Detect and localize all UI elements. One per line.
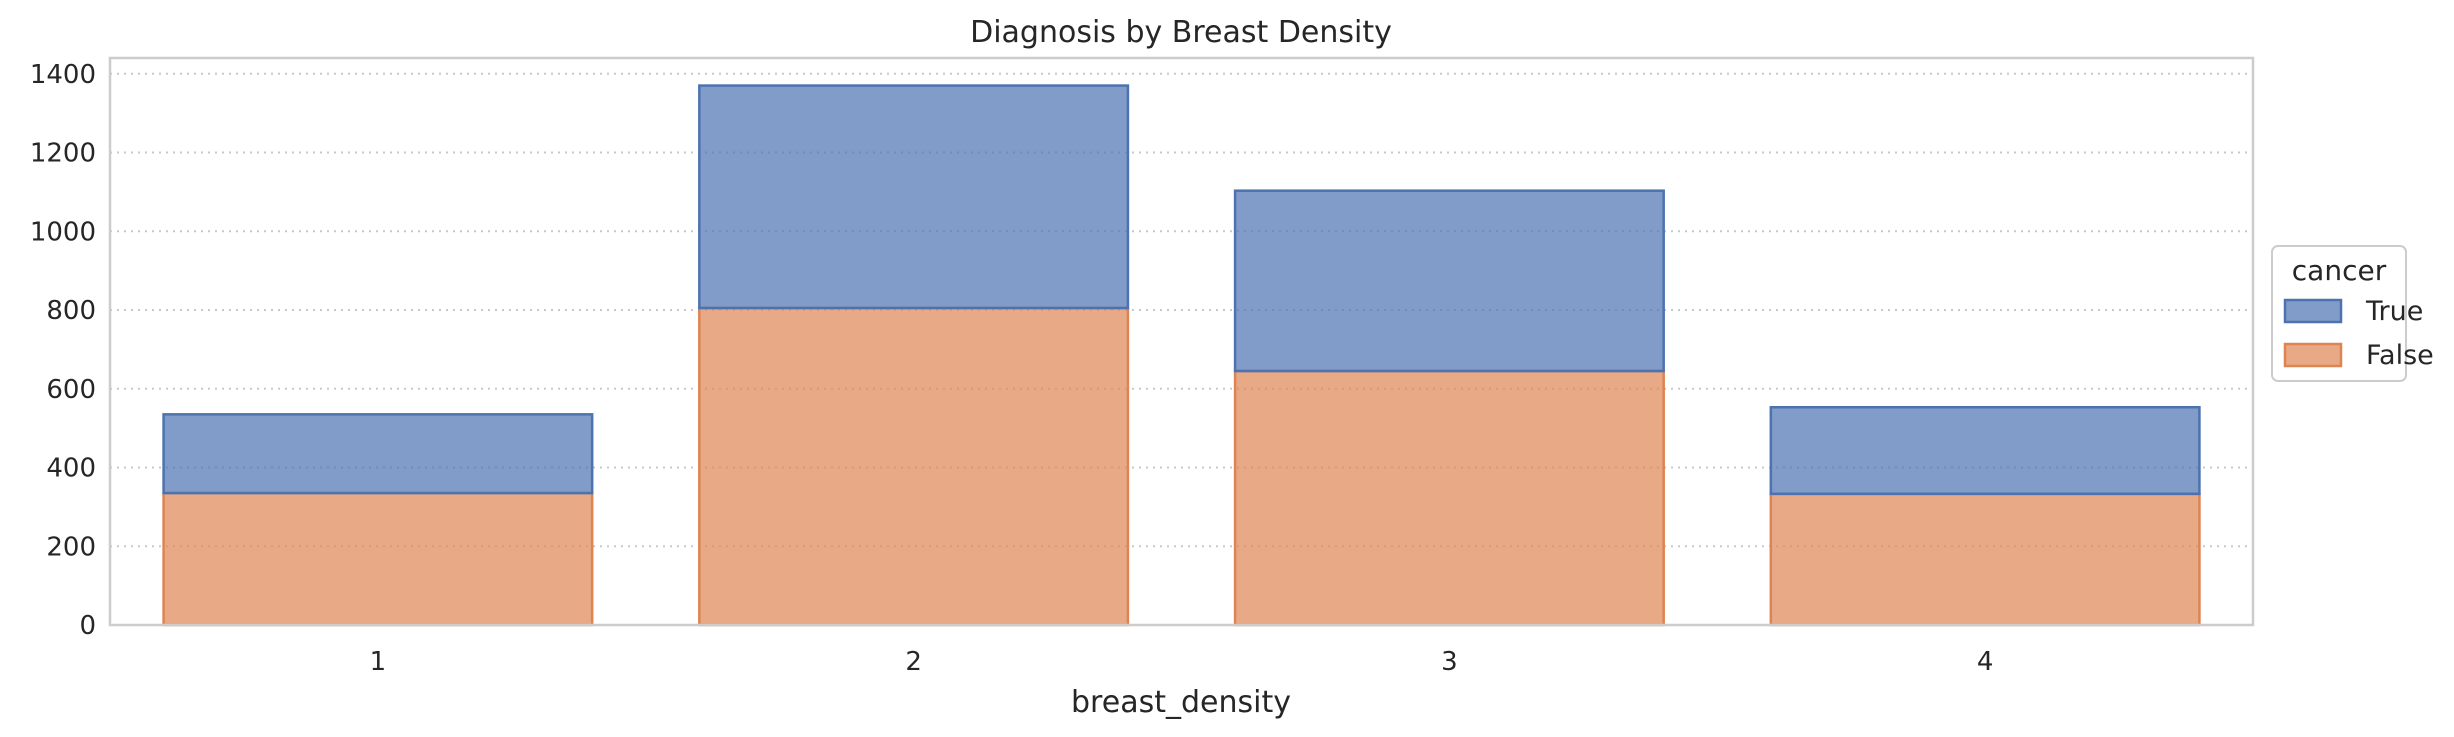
legend-swatch-false xyxy=(2283,342,2343,368)
y-tick-label: 800 xyxy=(46,296,96,326)
y-tick-label: 1400 xyxy=(30,60,96,90)
legend: cancer True False xyxy=(2271,245,2434,382)
y-tick-label: 400 xyxy=(46,454,96,484)
y-tick-label: 600 xyxy=(46,375,96,405)
x-axis-label: breast_density xyxy=(1071,685,1291,720)
bar-false-1 xyxy=(162,491,594,627)
legend-label-true: True xyxy=(2365,296,2423,327)
y-tick-label: 1000 xyxy=(30,217,96,247)
legend-title: cancer xyxy=(2292,254,2387,287)
plot-frame xyxy=(108,56,2255,627)
x-tick-label: 4 xyxy=(1977,647,1994,677)
x-tick-label: 3 xyxy=(1441,647,1458,677)
y-axis: 0 200 400 600 800 1000 1200 1400 xyxy=(30,60,96,641)
chart-title: Diagnosis by Breast Density xyxy=(970,15,1392,50)
bar-false-2 xyxy=(698,306,1130,627)
bar-true-4 xyxy=(1769,406,2201,496)
bar-true-3 xyxy=(1233,189,1665,373)
bar-false-4 xyxy=(1769,492,2201,627)
x-axis: 1 2 3 4 xyxy=(370,647,1994,677)
bars xyxy=(162,84,2201,627)
x-tick-label: 2 xyxy=(905,647,922,677)
legend-label-false: False xyxy=(2366,340,2434,371)
x-tick-label: 1 xyxy=(370,647,387,677)
y-tick-label: 1200 xyxy=(30,139,96,169)
bar-true-2 xyxy=(698,84,1130,310)
bar-false-3 xyxy=(1233,369,1665,627)
legend-swatch-true xyxy=(2283,298,2343,324)
y-tick-label: 0 xyxy=(79,611,96,641)
bar-true-1 xyxy=(162,413,594,495)
y-tick-label: 200 xyxy=(46,532,96,562)
